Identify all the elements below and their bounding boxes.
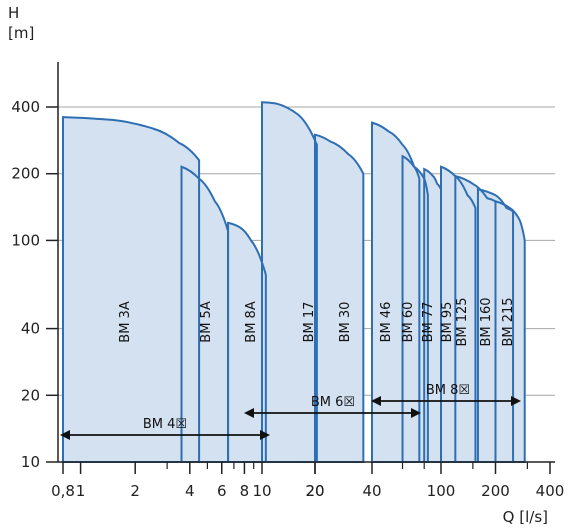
series-curve-bm-95 xyxy=(440,165,477,463)
y-tick-label: 400 xyxy=(11,98,40,116)
x-tick-label: 20 xyxy=(305,482,324,500)
size-range-label: BM 6☒ xyxy=(311,395,355,410)
series-label: BM 125 xyxy=(455,297,470,346)
arrow-left-icon xyxy=(60,430,70,440)
series-curve-bm-3a xyxy=(62,116,201,463)
arrow-right-icon xyxy=(511,396,521,406)
x-tick-label: 100 xyxy=(427,482,456,500)
series-label: BM 46 xyxy=(379,302,394,343)
size-range-label: BM 8☒ xyxy=(426,383,470,398)
series-curve-bm-215 xyxy=(494,200,526,463)
x-tick-label: 20 xyxy=(305,482,324,500)
x-tick-label: 200 xyxy=(481,482,510,500)
series-label: BM 5A xyxy=(199,301,214,343)
series-label: BM 77 xyxy=(421,302,436,343)
curves-layer xyxy=(62,101,526,463)
x-tick-label: 1 xyxy=(76,482,86,500)
x-tick-label: 0,8 xyxy=(51,482,75,500)
x-tick-label: 2 xyxy=(130,482,140,500)
ranges-layer: BM 4☒ BM 6☒ BM 8☒ xyxy=(60,383,521,440)
series-curve-bm-30 xyxy=(314,133,365,463)
series-label: BM 30 xyxy=(338,302,353,343)
series-label: BM 60 xyxy=(401,302,416,343)
size-range-label: BM 4☒ xyxy=(143,417,187,432)
series-area-bm-3a xyxy=(63,117,200,462)
series-label: BM 215 xyxy=(501,297,516,346)
series-area-bm-5a xyxy=(181,166,229,462)
series-label: BM 95 xyxy=(440,302,455,343)
x-tick-label: 400 xyxy=(536,482,565,500)
y-tick-label: 10 xyxy=(21,453,40,471)
x-tick-label: 6 xyxy=(217,482,227,500)
series-curve-bm-46 xyxy=(371,121,421,463)
series-curve-bm-60 xyxy=(401,154,429,463)
y-tick-label: 20 xyxy=(21,386,40,404)
x-tick-label: 10 xyxy=(252,482,271,500)
arrow-left-icon xyxy=(371,396,381,406)
series-label: BM 160 xyxy=(479,297,494,346)
x-tick-label: 8 xyxy=(240,482,250,500)
x-tick-label: 40 xyxy=(362,482,381,500)
y-tick-label: 40 xyxy=(21,320,40,338)
series-area-bm-60 xyxy=(402,156,428,462)
series-label: BM 3A xyxy=(118,301,133,343)
y-tick-label: 200 xyxy=(11,165,40,183)
series-area-bm-17 xyxy=(262,102,317,462)
series-label: BM 17 xyxy=(302,302,317,343)
y-tick-label: 100 xyxy=(11,231,40,249)
series-curve-bm-17 xyxy=(261,101,318,463)
series-area-bm-215 xyxy=(495,201,525,462)
arrow-right-icon xyxy=(260,430,270,440)
arrow-right-icon xyxy=(411,408,421,418)
series-area-bm-8a xyxy=(228,222,266,462)
labels-layer: BM 3A BM 5A BM 8A BM 17 BM 30 BM 46 BM 60 BM 77… xyxy=(118,297,516,346)
series-curve-bm-5a xyxy=(180,165,230,463)
series-label: BM 8A xyxy=(244,301,259,343)
series-area-bm-30 xyxy=(315,134,364,463)
y-axis-label: H xyxy=(8,4,19,22)
x-axis-label: Q [l/s] xyxy=(503,508,548,526)
arrow-left-icon xyxy=(244,408,254,418)
x-tick-label: 4 xyxy=(185,482,195,500)
y-axis-unit: [m] xyxy=(8,24,34,42)
